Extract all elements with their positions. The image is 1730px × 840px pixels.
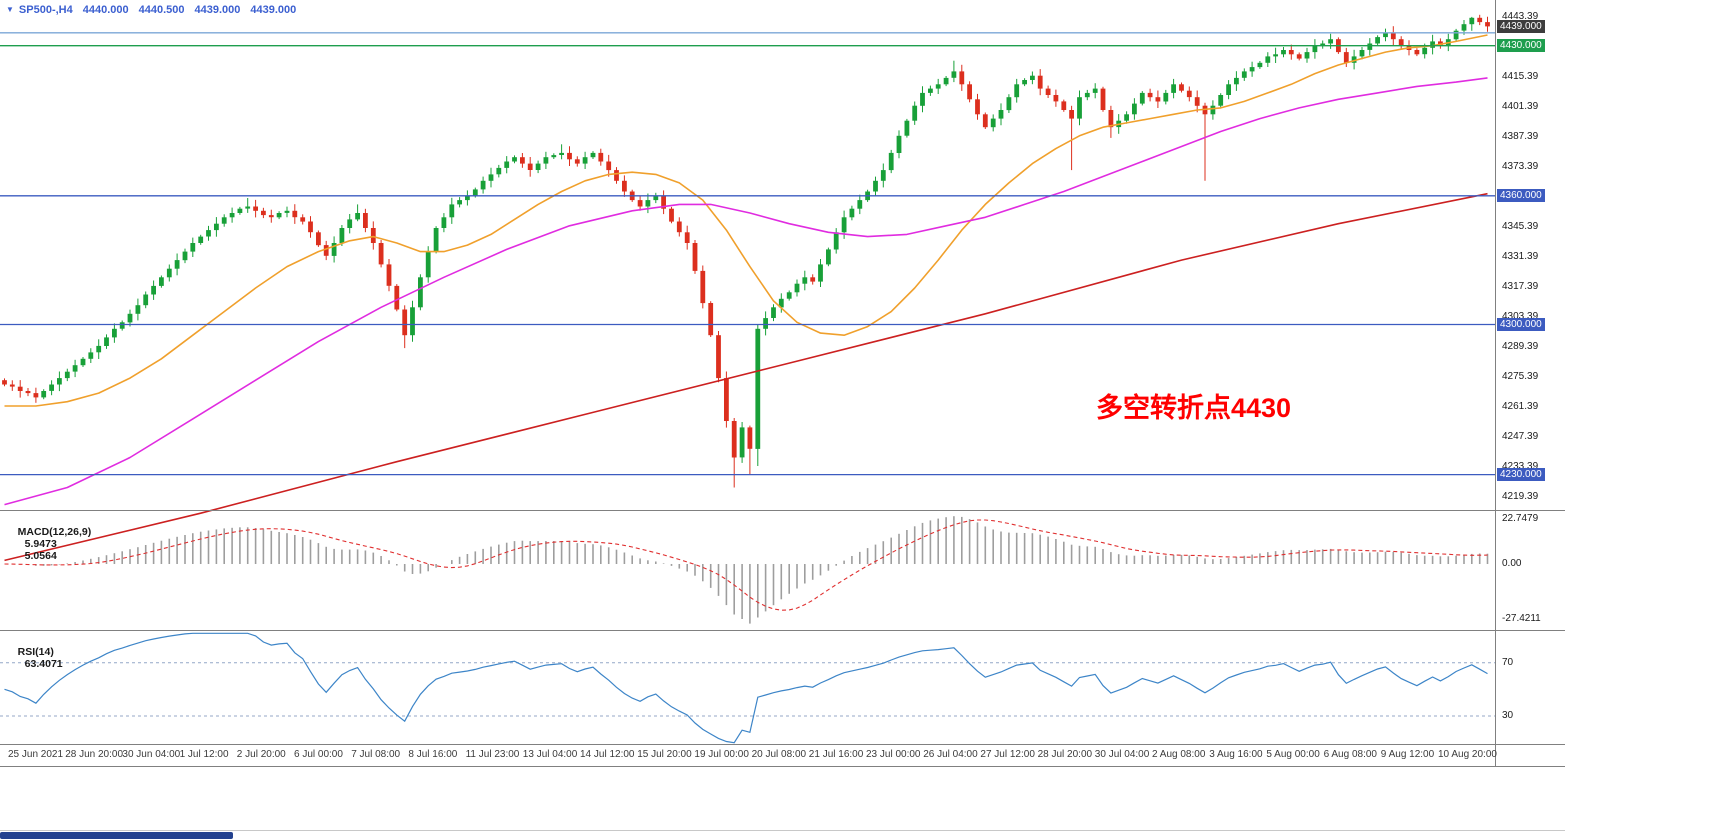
time-axis-label: 21 Jul 16:00	[809, 749, 864, 760]
price-tick-label: 4247.39	[1502, 431, 1539, 443]
macd-histogram	[11, 516, 1489, 624]
symbol-name: SP500-,H4	[18, 4, 73, 16]
price-tick-label: 4331.39	[1502, 251, 1539, 263]
window-bottom-border	[0, 830, 1565, 831]
time-axis-label: 13 Jul 04:00	[523, 749, 578, 760]
chart-canvas[interactable]: 25 Jun 2021 28 Jun 20:00 30 Jun 04:00 1 Jul…	[0, 0, 1565, 768]
time-axis-label: 15 Jul 20:00	[637, 749, 692, 760]
time-axis-label: 23 Jul 00:00	[866, 749, 921, 760]
time-axis-label: 2 Jul 20:00	[237, 749, 286, 760]
macd-name: MACD(12,26,9)	[17, 526, 92, 538]
price-badge: 4300.000	[1497, 318, 1545, 331]
time-axis-label: 11 Jul 23:00	[466, 749, 520, 760]
horizontal-scrollbar-thumb[interactable]	[0, 832, 233, 839]
time-axis-label: 30 Jun 04:00	[122, 749, 180, 760]
price-tick-label: 4373.39	[1502, 161, 1539, 173]
symbol-marker-icon[interactable]: ▼	[6, 4, 14, 14]
ma-fast-line	[4, 34, 1488, 407]
ohlc-close: 4439.000	[250, 4, 297, 16]
time-axis-label: 7 Jul 08:00	[351, 749, 400, 760]
price-tick-label: 4261.39	[1502, 401, 1539, 413]
price-badge: 4430.000	[1497, 39, 1545, 53]
ohlc-low: 4439.000	[194, 4, 241, 16]
time-axis-label: 6 Jul 00:00	[294, 749, 343, 760]
time-axis-label: 5 Aug 00:00	[1266, 749, 1320, 760]
rsi-indicator-label: RSI(14) 63.4071	[6, 634, 63, 682]
price-tick-label: 4415.39	[1502, 71, 1539, 82]
ohlc-open: 4440.000	[82, 4, 129, 16]
time-axis-label: 3 Aug 16:00	[1209, 749, 1263, 760]
time-axis-label: 10 Aug 20:00	[1438, 749, 1497, 760]
price-badge: 4360.000	[1497, 189, 1545, 203]
time-axis-label: 28 Jun 20:00	[65, 749, 123, 760]
time-axis-label: 27 Jul 12:00	[980, 749, 1035, 760]
time-axis-label: 8 Jul 16:00	[408, 749, 457, 760]
price-tick-label: 4317.39	[1502, 281, 1539, 293]
rsi-value: 63.4071	[24, 658, 63, 670]
time-axis-label: 6 Aug 08:00	[1324, 749, 1378, 760]
price-tick-label: 4289.39	[1502, 341, 1539, 353]
price-tick-label: 4233.39	[1502, 461, 1539, 473]
time-axis-label: 1 Jul 12:00	[180, 749, 229, 760]
macd-value-main: 5.9473	[24, 538, 57, 550]
rsi-axis-label: 30	[1502, 710, 1514, 721]
symbol-info: ▼ SP500-,H4 4440.000 4440.500 4439.000 4…	[6, 4, 296, 16]
rsi-line	[4, 632, 1488, 744]
price-tick-label: 4443.39	[1502, 11, 1539, 22]
time-axis-label: 19 Jul 00:00	[694, 749, 749, 760]
rsi-name: RSI(14)	[17, 646, 54, 658]
ma-mid-line	[4, 77, 1488, 506]
time-axis-label: 26 Jul 04:00	[923, 749, 978, 760]
candles	[2, 14, 1490, 488]
price-axis[interactable]: 4443.39 4415.39 4401.39 4387.39 4373.39 4345.…	[1496, 0, 1568, 768]
time-axis-label: 2 Aug 08:00	[1152, 749, 1206, 760]
price-badge: 4439.000	[1497, 19, 1545, 33]
macd-axis-label: -27.4211	[1502, 612, 1541, 624]
price-tick-label: 4345.39	[1502, 221, 1539, 233]
time-axis[interactable]: 25 Jun 2021 28 Jun 20:00 30 Jun 04:00 1 Jul…	[8, 749, 1497, 760]
price-tick-label: 4401.39	[1502, 101, 1539, 112]
time-axis-label: 28 Jul 20:00	[1038, 749, 1093, 760]
price-badge: 4230.000	[1497, 468, 1545, 482]
ma-slow-line	[4, 192, 1488, 562]
rsi-axis-label: 70	[1502, 656, 1514, 668]
price-tick-label: 4303.39	[1502, 311, 1539, 323]
time-axis-label: 20 Jul 08:00	[752, 749, 807, 760]
time-axis-label: 25 Jun 2021	[8, 749, 63, 760]
time-axis-label: 30 Jul 04:00	[1095, 749, 1150, 760]
time-axis-label: 14 Jul 12:00	[580, 749, 635, 760]
price-tick-label: 4387.39	[1502, 131, 1539, 143]
macd-axis-label: 0.00	[1502, 558, 1522, 569]
macd-axis-label: 22.7479	[1502, 512, 1539, 524]
chart-annotation-text: 多空转折点4430	[1096, 393, 1292, 423]
time-axis-label: 9 Aug 12:00	[1381, 749, 1435, 760]
price-tick-label: 4219.39	[1502, 491, 1539, 503]
macd-indicator-label: MACD(12,26,9) 5.9473 5.0564	[6, 514, 92, 574]
macd-signal-line	[4, 519, 1488, 611]
price-tick-label: 4275.39	[1502, 371, 1539, 383]
macd-value-signal: 5.0564	[24, 550, 57, 562]
ohlc-high: 4440.500	[138, 4, 185, 16]
